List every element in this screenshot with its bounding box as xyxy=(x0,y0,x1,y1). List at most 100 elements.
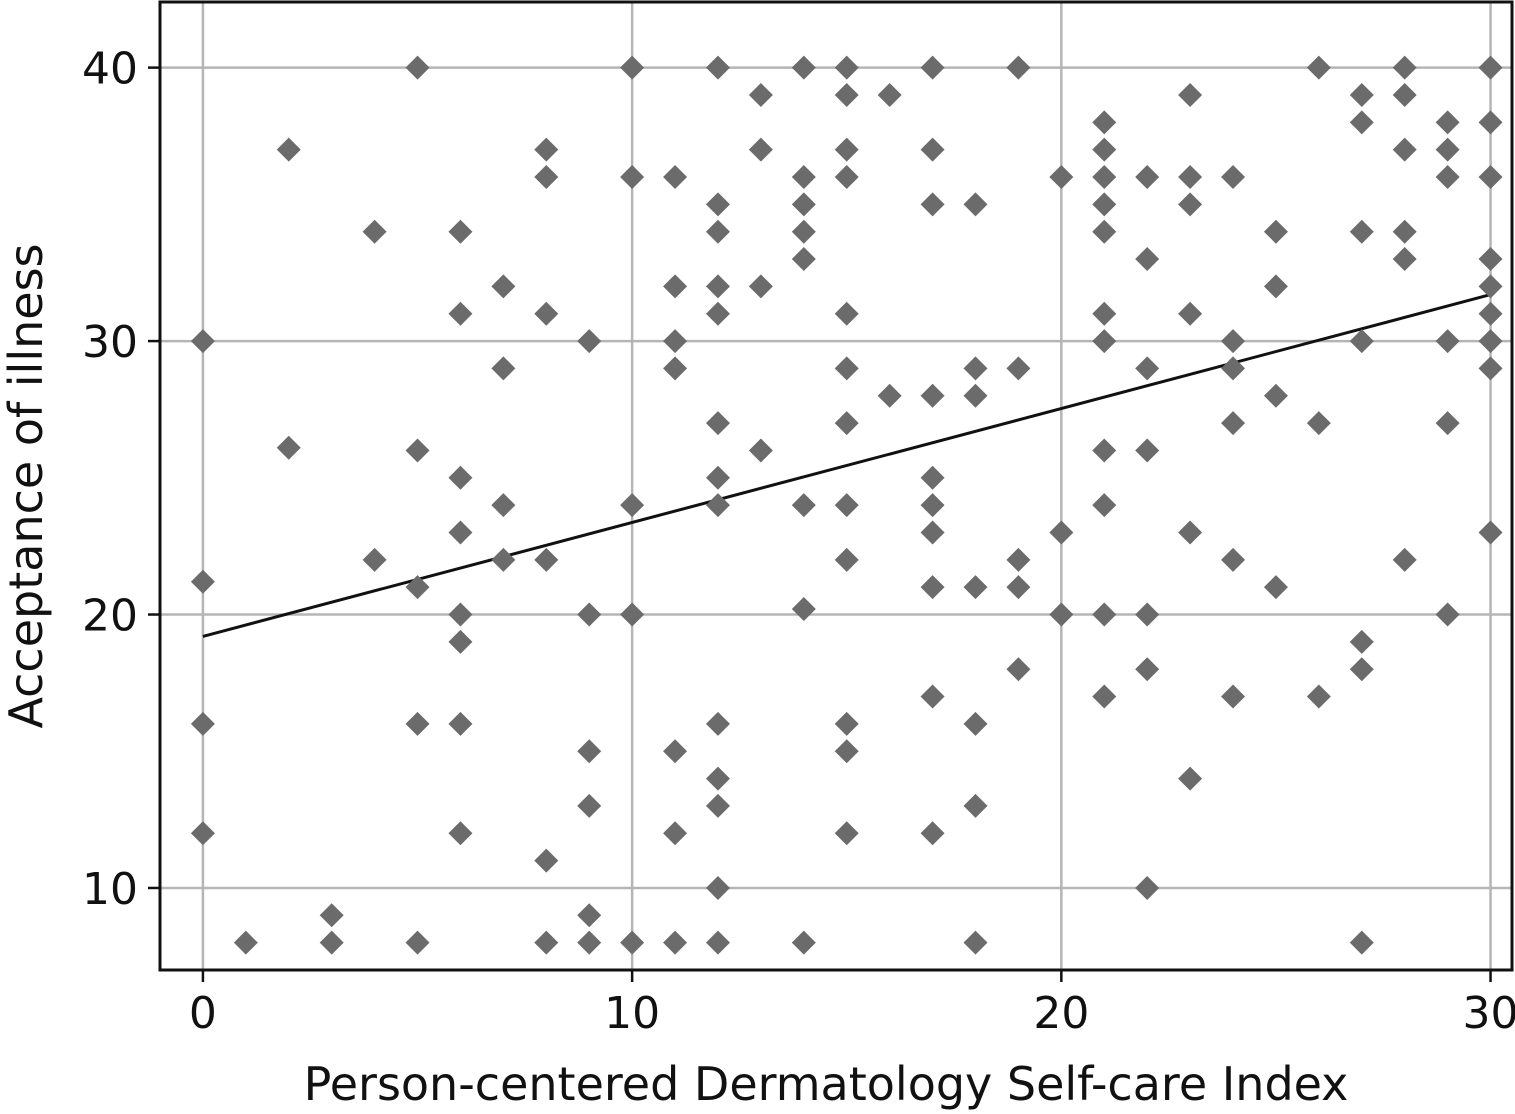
data-point xyxy=(963,356,988,381)
data-point xyxy=(1478,356,1503,381)
data-point xyxy=(534,137,559,162)
data-point xyxy=(1349,329,1374,354)
data-point xyxy=(448,821,473,846)
data-point xyxy=(834,165,859,190)
data-point xyxy=(1135,657,1160,682)
data-point xyxy=(534,165,559,190)
data-point xyxy=(920,137,945,162)
data-point xyxy=(920,520,945,545)
data-point xyxy=(748,438,773,463)
data-point xyxy=(1435,411,1460,436)
data-point xyxy=(705,875,730,900)
x-tick-label: 20 xyxy=(1033,988,1089,1039)
data-point xyxy=(663,356,688,381)
data-point xyxy=(791,219,816,244)
data-point xyxy=(963,793,988,818)
data-point xyxy=(748,137,773,162)
x-tick-label: 0 xyxy=(189,988,217,1039)
data-point xyxy=(190,711,215,736)
y-tick-label: 30 xyxy=(82,317,138,368)
data-point xyxy=(1349,930,1374,955)
y-tick-label: 20 xyxy=(82,591,138,642)
data-point xyxy=(791,930,816,955)
grid-lines xyxy=(160,2,1512,970)
data-point xyxy=(920,55,945,80)
data-point xyxy=(1478,247,1503,272)
data-point xyxy=(362,547,387,572)
data-point xyxy=(491,356,516,381)
data-point xyxy=(1349,657,1374,682)
data-point xyxy=(1135,438,1160,463)
data-point xyxy=(705,301,730,326)
data-point xyxy=(920,821,945,846)
data-point xyxy=(1178,192,1203,217)
data-point xyxy=(877,383,902,408)
data-point xyxy=(1092,165,1117,190)
y-tick-label: 10 xyxy=(82,864,138,915)
data-point xyxy=(748,274,773,299)
data-point xyxy=(1263,274,1288,299)
data-point xyxy=(791,597,816,622)
data-point xyxy=(577,602,602,627)
data-point xyxy=(491,493,516,518)
data-point xyxy=(705,411,730,436)
data-point xyxy=(1392,82,1417,107)
data-point xyxy=(920,493,945,518)
data-point xyxy=(705,493,730,518)
data-point xyxy=(834,547,859,572)
data-point xyxy=(1478,110,1503,135)
data-point xyxy=(1478,301,1503,326)
data-point xyxy=(1349,82,1374,107)
data-point xyxy=(1135,165,1160,190)
data-point xyxy=(577,903,602,928)
data-point xyxy=(1135,356,1160,381)
data-point xyxy=(620,165,645,190)
data-point xyxy=(1435,110,1460,135)
data-point xyxy=(276,137,301,162)
data-point xyxy=(1435,137,1460,162)
data-point xyxy=(1435,329,1460,354)
data-point xyxy=(1478,274,1503,299)
data-point xyxy=(705,793,730,818)
data-point xyxy=(1135,602,1160,627)
data-point xyxy=(920,383,945,408)
data-point xyxy=(963,930,988,955)
data-point xyxy=(1349,219,1374,244)
data-point xyxy=(1221,411,1246,436)
data-point xyxy=(1135,875,1160,900)
data-point xyxy=(705,192,730,217)
data-point xyxy=(1478,165,1503,190)
data-point xyxy=(920,465,945,490)
data-point xyxy=(834,821,859,846)
x-tick-label: 30 xyxy=(1463,988,1515,1039)
data-point xyxy=(834,55,859,80)
data-point xyxy=(834,493,859,518)
axis-ticks: 0 10 20 30 10 20 30 40 xyxy=(82,44,1515,1039)
data-point xyxy=(1178,82,1203,107)
data-point xyxy=(834,739,859,764)
data-point xyxy=(1049,520,1074,545)
data-point xyxy=(1092,493,1117,518)
data-point xyxy=(1478,329,1503,354)
data-point xyxy=(1478,55,1503,80)
data-point xyxy=(791,493,816,518)
data-point xyxy=(534,301,559,326)
data-point xyxy=(1392,219,1417,244)
data-point xyxy=(963,575,988,600)
data-point xyxy=(1178,766,1203,791)
regression-line xyxy=(202,293,1491,638)
data-point xyxy=(663,821,688,846)
plot-frame xyxy=(158,0,1514,972)
data-points xyxy=(190,55,1503,955)
data-point xyxy=(1263,575,1288,600)
data-point xyxy=(1392,547,1417,572)
data-point xyxy=(1006,55,1031,80)
data-point xyxy=(791,55,816,80)
data-point xyxy=(1006,356,1031,381)
data-point xyxy=(1263,219,1288,244)
y-axis-title: Acceptance of illness xyxy=(0,243,53,728)
data-point xyxy=(963,192,988,217)
data-point xyxy=(791,165,816,190)
data-point xyxy=(190,329,215,354)
